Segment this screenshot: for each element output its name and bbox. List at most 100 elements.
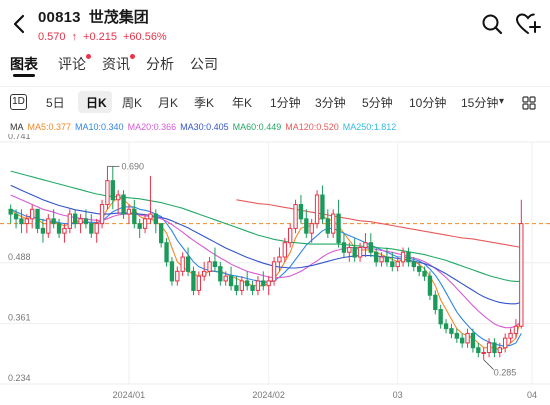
x-tick-label: 03: [393, 390, 403, 400]
candle-down: [169, 261, 175, 282]
candle-up: [116, 194, 121, 201]
price-change: +0.215: [83, 31, 117, 43]
y-tick-label: 0.741: [8, 134, 31, 141]
stock-price: 0.570: [38, 31, 66, 43]
period-monthly-k[interactable]: 月K: [158, 96, 179, 110]
tab-news[interactable]: 资讯: [102, 56, 130, 72]
search-icon[interactable]: [478, 10, 506, 38]
chart-grid: [0, 141, 550, 385]
candle-down: [390, 261, 395, 268]
ma-legend-ma30: MA30:0.405: [180, 122, 229, 132]
candle-down: [234, 285, 239, 291]
ma-line-ma20: [10, 194, 522, 329]
period-dropdown-icon[interactable]: ▾: [499, 96, 505, 107]
candle-down: [228, 275, 234, 287]
candle-up: [255, 280, 261, 291]
period-weekly-k[interactable]: 周K: [122, 96, 143, 110]
candle-up: [62, 227, 67, 234]
candle-down: [73, 213, 78, 225]
ma-legend-ma120: MA120:0.520: [285, 122, 339, 132]
quote-line: 0.570 ↑ +0.215 +60.56%: [38, 31, 167, 43]
candle-down: [368, 242, 373, 253]
candle-up: [395, 261, 400, 268]
candle-up: [207, 261, 212, 272]
candle-down: [110, 180, 115, 201]
period-yearly-k[interactable]: 年K: [232, 96, 253, 110]
y-tick-label: 0.361: [8, 312, 31, 322]
comments-notification-dot: [86, 54, 91, 59]
ma-line-ma10: [10, 206, 522, 347]
tab-analysis[interactable]: 分析: [146, 56, 174, 72]
candle-down: [164, 242, 169, 263]
period-5min[interactable]: 5分钟: [362, 96, 393, 110]
period-15min[interactable]: 15分钟: [461, 96, 499, 110]
candle-up: [196, 275, 201, 291]
candle-down: [374, 251, 379, 263]
candle-up: [486, 342, 492, 353]
tab-company[interactable]: 公司: [190, 56, 218, 72]
candle-down: [438, 309, 443, 325]
candle-up: [519, 223, 524, 327]
high-annotation: 0.690: [121, 161, 144, 171]
candle-down: [40, 227, 46, 234]
candle-down: [250, 285, 255, 291]
candle-down: [137, 223, 142, 229]
candle-up: [94, 223, 99, 234]
candle-down: [298, 204, 304, 220]
period-10min[interactable]: 10分钟: [409, 96, 447, 110]
ma-line-ma120: [236, 199, 522, 249]
candle-down: [185, 256, 191, 272]
candle-down: [470, 332, 476, 349]
title-block: 00813 世茂集团 0.570 ↑ +0.215 +60.56%: [38, 6, 167, 43]
period-3min[interactable]: 3分钟: [315, 96, 346, 110]
grid-menu-icon[interactable]: [522, 96, 536, 110]
candle-up: [105, 180, 110, 206]
candle-up: [266, 280, 271, 287]
candle-up: [67, 213, 72, 229]
candle-down: [443, 323, 449, 330]
candle-down: [191, 270, 196, 291]
candle-down: [261, 280, 266, 287]
candle-up: [142, 218, 148, 229]
candle-up: [314, 194, 320, 225]
candle-up: [379, 256, 384, 263]
candle-up: [78, 218, 83, 225]
ma-legend-ma10: MA10:0.340: [75, 122, 124, 132]
candle-down: [56, 223, 62, 234]
x-tick-label: 04: [527, 390, 537, 400]
candle-down: [422, 270, 427, 277]
candle-up: [508, 332, 513, 339]
period-daily-k[interactable]: 日K: [86, 96, 107, 110]
candle-up: [46, 218, 51, 234]
axis-labels: 0.741 0.488 0.361 0.234 2024/01 2024/02 03 04 0.…: [8, 134, 537, 400]
candle-up: [513, 325, 519, 334]
candle-up: [24, 218, 29, 225]
candle-up: [282, 242, 287, 258]
period-selector: 1D 5日 日K 周K 月K 季K 年K 1分钟 3分钟 5分钟 10分钟 15…: [0, 86, 550, 116]
ma-legend-ma250: MA250:1.812: [342, 122, 397, 132]
candle-up: [148, 213, 153, 220]
candle-up: [175, 270, 180, 282]
candle-up: [30, 208, 35, 220]
active-period-highlight: [78, 91, 112, 113]
watchlist-add-icon[interactable]: [514, 10, 542, 38]
candle-down: [411, 261, 416, 268]
candle-up: [288, 227, 293, 244]
period-quarterly-k[interactable]: 季K: [194, 96, 215, 110]
candle-down: [153, 213, 158, 225]
candle-up: [357, 246, 363, 258]
candle-up: [202, 270, 207, 277]
back-icon[interactable]: [6, 10, 34, 38]
candle-up: [363, 242, 368, 248]
stock-header: 00813 世茂集团 0.570 ↑ +0.215 +60.56%: [0, 0, 550, 48]
candlestick-chart[interactable]: 0.741 0.488 0.361 0.234 2024/01 2024/02 03 04 0.…: [0, 134, 550, 405]
period-1min[interactable]: 1分钟: [270, 96, 301, 110]
low-annotation: 0.285: [494, 368, 517, 378]
candle-down: [13, 213, 19, 220]
tab-chart[interactable]: 图表: [10, 56, 38, 72]
period-5day[interactable]: 5日: [46, 96, 65, 110]
tab-comments[interactable]: 评论: [58, 56, 86, 72]
period-1d[interactable]: 1D: [10, 94, 27, 110]
stock-code: 00813: [38, 9, 81, 26]
candle-up: [239, 280, 244, 291]
